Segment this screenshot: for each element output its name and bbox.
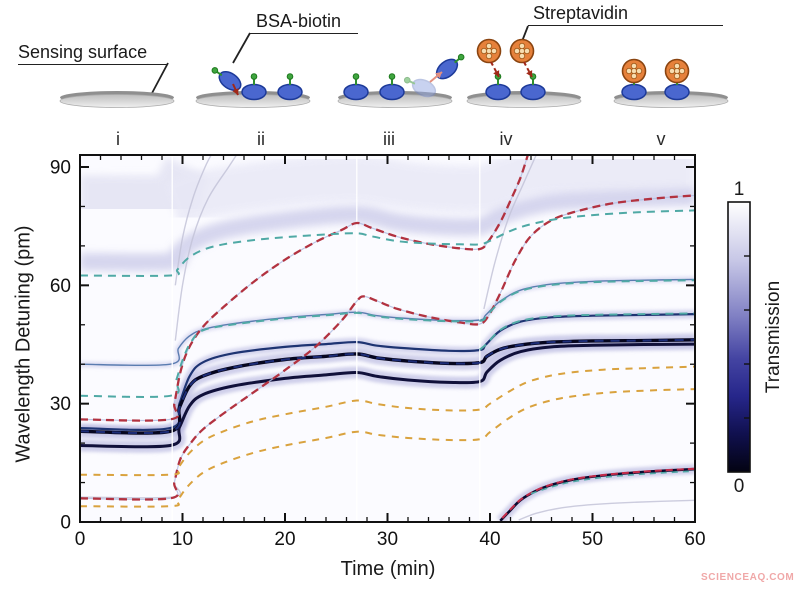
- bsa-biotin-molecule: [520, 73, 546, 101]
- axis-ticks: [79, 155, 696, 523]
- streptavidin-label: Streptavidin: [528, 3, 723, 26]
- biotin-stem: [454, 57, 460, 64]
- y-tick-label: 60: [50, 276, 71, 297]
- x-tick-label: 20: [274, 529, 295, 550]
- biotin-head: [250, 73, 258, 80]
- fit-red-bottom: [501, 467, 695, 519]
- bsa-biotin-label: BSA-biotin: [250, 11, 358, 34]
- stage-label-iii: iii: [383, 129, 395, 149]
- faint-resonance-curve: [174, 155, 212, 286]
- watermark: SCIENCEAQ.COM: [701, 572, 795, 583]
- fit-orange-upper: [80, 365, 695, 477]
- colorbar-min-label: 0: [733, 476, 745, 497]
- bsa-biotin-molecule: [379, 73, 405, 101]
- fit-red-upper-underlay: [80, 155, 529, 422]
- label-connector-line: [232, 32, 251, 64]
- faint-resonance-curve: [483, 155, 537, 310]
- detaching-arrow: [429, 71, 443, 83]
- streptavidin-molecule: [664, 58, 690, 84]
- streptavidin-molecule: [621, 58, 647, 84]
- bsa-biotin-molecule: [277, 73, 303, 101]
- x-tick-label: 60: [684, 529, 705, 550]
- biotin-head: [286, 73, 294, 80]
- resonance-dark-2: [80, 342, 695, 449]
- reaction-schematic: [59, 25, 729, 108]
- upper-envelope-wash: [162, 155, 695, 229]
- colorbar-max-label: 1: [733, 179, 745, 200]
- x-tick-label: 50: [582, 529, 603, 550]
- biotin-head: [457, 53, 465, 61]
- biotin-head: [211, 67, 219, 74]
- x-axis-title: Time (min): [340, 558, 436, 580]
- binding-arrow: [232, 83, 239, 96]
- stage-label-v: v: [656, 129, 666, 149]
- sensing-surface-label: Sensing surface: [18, 42, 168, 65]
- fit-teal-mid: [80, 279, 695, 398]
- biotin-head: [388, 73, 396, 80]
- bsa-biotin-molecule: [485, 73, 511, 101]
- mid-band-wash: [80, 187, 695, 272]
- fit-orange-lower: [80, 388, 695, 508]
- fit-teal-bottom: [530, 470, 695, 495]
- label-connector-line: [150, 62, 169, 96]
- biotin-stem: [216, 71, 223, 77]
- colorbar-title: Transmission: [763, 280, 784, 394]
- stage-label-ii: ii: [257, 129, 265, 149]
- y-tick-label: 90: [50, 158, 71, 179]
- biotin-stem: [409, 80, 416, 85]
- y-axis-title: Wavelength Detuning (pm): [12, 225, 35, 463]
- faint-resonance-curve: [518, 499, 695, 521]
- bsa-biotin-molecule: [241, 73, 267, 101]
- faint-resonance-curve: [174, 155, 238, 341]
- bsa-biotin-molecule-detaching: [403, 76, 437, 98]
- colorbar: [727, 201, 751, 473]
- fit-navy-on-dark: [80, 338, 695, 435]
- streptavidin-binding-arrow: [490, 61, 500, 78]
- stage-label-iv: iv: [499, 129, 513, 149]
- stage-label-i: i: [116, 129, 120, 149]
- streptavidin-molecule: [509, 38, 535, 64]
- y-tick-label: 30: [50, 394, 71, 415]
- fit-red-lower: [80, 194, 695, 501]
- heatmap-area: [80, 155, 695, 522]
- bsa-biotin-molecule: [343, 73, 369, 101]
- biotin-head: [403, 76, 411, 84]
- fit-teal-on-medium: [479, 312, 695, 351]
- y-tick-label: 0: [60, 513, 71, 534]
- x-tick-label: 0: [75, 529, 86, 550]
- biotin-head: [352, 73, 360, 80]
- x-tick-label: 40: [479, 529, 500, 550]
- bsa-biotin-molecule: [211, 67, 242, 91]
- x-tick-label: 30: [377, 529, 398, 550]
- sensing-surface: [59, 91, 175, 108]
- x-tick-label: 10: [172, 529, 193, 550]
- streptavidin-binding-arrow: [523, 61, 533, 78]
- streptavidin-molecule: [476, 38, 502, 64]
